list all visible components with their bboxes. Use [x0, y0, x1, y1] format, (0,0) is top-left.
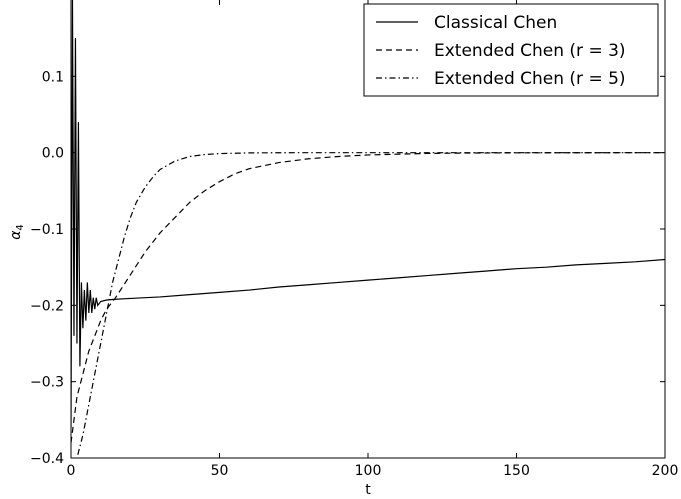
series-line-2	[71, 152, 665, 443]
legend-label-2: Extended Chen (r = 3)	[434, 41, 626, 61]
series-line-1	[71, 0, 665, 428]
x-tick-label: 100	[355, 463, 382, 479]
y-axis-label: α4	[8, 224, 26, 240]
x-axis-label: t	[365, 482, 371, 498]
y-tick-label: −0.2	[30, 298, 64, 314]
y-axis-label-subscript: 4	[15, 224, 26, 230]
series-line-3	[76, 152, 665, 458]
y-tick-label: −0.3	[30, 375, 64, 391]
legend-label-3: Extended Chen (r = 5)	[434, 69, 626, 89]
x-tick-label: 0	[67, 463, 76, 479]
legend-label-1: Classical Chen	[434, 13, 557, 33]
x-tick-label: 200	[652, 463, 679, 479]
y-tick-label: 0.1	[42, 69, 64, 85]
legend-box	[363, 3, 659, 97]
y-tick-label: −0.1	[30, 222, 64, 238]
x-tick-label: 150	[503, 463, 530, 479]
legend: Classical Chen Extended Chen (r = 3) Exten…	[363, 3, 659, 97]
svg-text:α4: α4	[8, 224, 26, 240]
y-tick-label: 0.0	[42, 146, 64, 162]
y-axis-label-symbol: α	[8, 230, 24, 240]
y-tick-label: −0.4	[30, 451, 64, 467]
x-tick-label: 50	[211, 463, 229, 479]
